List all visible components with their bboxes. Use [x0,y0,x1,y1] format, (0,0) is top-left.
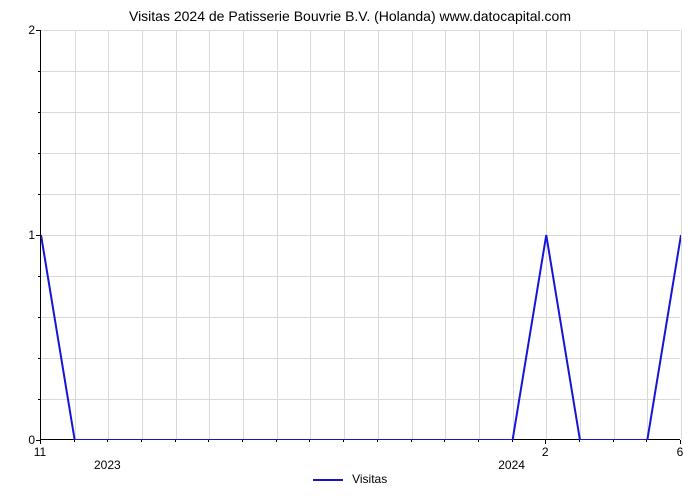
legend-swatch [313,479,343,481]
x-minor-tick [343,440,344,442]
x-minor-tick [579,440,580,442]
y-minor-tick [38,194,40,195]
x-tick-mark [40,440,41,444]
y-minor-tick [38,112,40,113]
x-minor-tick [208,440,209,442]
x-tick-mark [545,440,546,444]
x-minor-tick [512,440,513,442]
line-chart: Visitas 2024 de Patisserie Bouvrie B.V. … [0,0,700,500]
x-minor-tick [444,440,445,442]
y-minor-tick [38,71,40,72]
x-minor-tick [613,440,614,442]
y-tick-mark [36,235,40,236]
x-minor-tick [377,440,378,442]
x-group-label: 2023 [94,458,121,472]
y-tick-label: 0 [5,433,35,447]
y-minor-tick [38,358,40,359]
data-line [41,30,681,440]
x-tick-label: 2 [542,445,549,459]
x-tick-mark [680,440,681,444]
x-minor-tick [276,440,277,442]
y-minor-tick [38,153,40,154]
x-minor-tick [175,440,176,442]
plot-area [40,30,680,440]
series-line [41,235,681,440]
y-tick-label: 1 [5,228,35,242]
x-minor-tick [309,440,310,442]
y-tick-label: 2 [5,23,35,37]
x-minor-tick [411,440,412,442]
x-minor-tick [646,440,647,442]
y-minor-tick [38,317,40,318]
grid-line-v [681,30,682,439]
legend-label: Visitas [352,472,387,486]
y-tick-mark [36,30,40,31]
x-minor-tick [141,440,142,442]
legend: Visitas [0,472,700,486]
x-group-label: 2024 [498,458,525,472]
x-minor-tick [107,440,108,442]
x-tick-label: 6 [677,445,684,459]
y-minor-tick [38,276,40,277]
x-minor-tick [242,440,243,442]
x-tick-label: 11 [34,445,46,459]
y-minor-tick [38,399,40,400]
x-minor-tick [74,440,75,442]
chart-title: Visitas 2024 de Patisserie Bouvrie B.V. … [0,8,700,24]
x-minor-tick [478,440,479,442]
